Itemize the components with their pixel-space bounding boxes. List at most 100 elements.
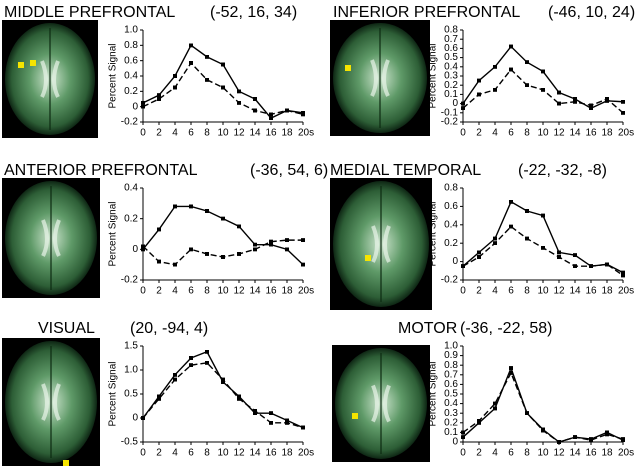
y-tick-label: 0.6 xyxy=(444,379,458,390)
y-tick-label: 0 xyxy=(452,256,458,267)
y-tick-label: 0.8 xyxy=(444,25,458,36)
x-tick-label: 0 xyxy=(140,128,146,139)
x-tick-label: 4 xyxy=(172,448,178,459)
brain-ventricle xyxy=(371,225,391,263)
x-tick-label: 20s xyxy=(298,128,314,139)
x-tick-label: 12 xyxy=(233,448,245,459)
x-tick-label: 12 xyxy=(553,128,565,139)
dashed-line xyxy=(461,370,625,444)
y-tick-label: 0.6 xyxy=(444,201,458,212)
x-tick-label: 2 xyxy=(476,448,482,459)
x-tick-label: 18 xyxy=(601,128,613,139)
x-tick-label: 18 xyxy=(281,448,293,459)
x-tick-label: 2 xyxy=(476,286,482,297)
x-tick-label: 2 xyxy=(156,448,162,459)
y-axis-label: Percent Signal xyxy=(428,361,439,426)
panel-title: INFERIOR PREFRONTAL xyxy=(333,4,520,21)
x-tick-label: 4 xyxy=(492,128,498,139)
y-tick-label: 0.2 xyxy=(124,86,138,97)
y-tick-label: 1.0 xyxy=(124,25,138,36)
x-tick-label: 2 xyxy=(476,128,482,139)
x-tick-label: 6 xyxy=(188,128,194,139)
x-tick-label: 6 xyxy=(508,448,514,459)
x-tick-label: 20s xyxy=(618,128,634,139)
y-tick-label: 0.8 xyxy=(444,360,458,371)
x-tick-label: 20s xyxy=(298,286,314,297)
y-axis-label: Percent Signal xyxy=(108,201,119,266)
y-tick-label: 0 xyxy=(132,101,138,112)
y-tick-label: -0.2 xyxy=(121,275,139,286)
y-tick-label: 0.6 xyxy=(444,43,458,54)
x-tick-label: 6 xyxy=(508,128,514,139)
x-tick-label: 8 xyxy=(204,128,210,139)
x-tick-label: 16 xyxy=(585,286,597,297)
y-tick-label: 0.2 xyxy=(444,238,458,249)
x-tick-label: 14 xyxy=(249,128,261,139)
roi-marker xyxy=(365,255,371,261)
y-tick-label: -0.2 xyxy=(441,275,459,286)
x-tick-label: 2 xyxy=(156,128,162,139)
panel-title: MIDDLE PREFRONTAL xyxy=(4,4,175,21)
dashed-line xyxy=(141,360,305,430)
x-tick-label: 6 xyxy=(188,448,194,459)
x-tick-label: 20s xyxy=(298,448,314,459)
x-tick-label: 10 xyxy=(537,128,549,139)
x-tick-label: 16 xyxy=(265,448,277,459)
roi-marker xyxy=(63,460,69,466)
x-tick-label: 12 xyxy=(553,448,565,459)
dashed-line xyxy=(461,67,625,115)
y-tick-label: 0.5 xyxy=(444,389,458,400)
x-tick-label: 4 xyxy=(172,128,178,139)
panel-coords: (-52, 16, 34) xyxy=(210,4,297,21)
panel-title: ANTERIOR PREFRONTAL xyxy=(4,162,198,179)
x-tick-label: 0 xyxy=(140,448,146,459)
panel-title: MOTOR xyxy=(398,320,457,337)
roi-marker xyxy=(30,60,36,66)
y-tick-label: 1.0 xyxy=(124,365,138,376)
panel-title: MEDIAL TEMPORAL xyxy=(330,162,481,179)
y-axis-label: Percent Signal xyxy=(108,43,119,108)
x-tick-label: 20s xyxy=(618,448,634,459)
panel-title: VISUAL xyxy=(38,320,95,337)
panel-coords: (-36, -22, 58) xyxy=(460,320,552,337)
brain-ventricle xyxy=(371,384,391,423)
x-tick-label: 2 xyxy=(156,286,162,297)
y-tick-label: -0.2 xyxy=(121,117,139,128)
roi-marker xyxy=(352,413,358,419)
x-tick-label: 10 xyxy=(537,286,549,297)
dashed-line xyxy=(141,238,305,267)
y-tick-label: 0.4 xyxy=(444,398,458,409)
x-tick-label: 18 xyxy=(281,286,293,297)
y-tick-label: 0.7 xyxy=(444,34,458,45)
roi-marker xyxy=(18,62,24,68)
x-tick-label: 12 xyxy=(233,286,245,297)
y-tick-label: 0 xyxy=(132,413,138,424)
x-tick-label: 6 xyxy=(508,286,514,297)
y-tick-label: 0.3 xyxy=(444,71,458,82)
y-tick-label: -0.5 xyxy=(121,437,139,448)
brain-ventricle xyxy=(41,383,61,421)
y-tick-label: 0 xyxy=(452,98,458,109)
y-tick-label: 0.4 xyxy=(124,183,138,194)
solid-line xyxy=(461,44,625,111)
panel-coords: (-22, -32, -8) xyxy=(518,162,607,179)
y-tick-label: 0.6 xyxy=(124,55,138,66)
x-tick-label: 10 xyxy=(217,128,229,139)
x-tick-label: 14 xyxy=(249,286,261,297)
x-tick-label: 0 xyxy=(460,286,466,297)
y-tick-label: 1.5 xyxy=(124,341,138,352)
x-tick-label: 18 xyxy=(281,128,293,139)
x-tick-label: 10 xyxy=(217,448,229,459)
x-tick-label: 16 xyxy=(265,128,277,139)
y-tick-label: 0.1 xyxy=(444,427,458,438)
y-tick-label: 0.1 xyxy=(444,89,458,100)
brain-ventricle xyxy=(40,60,60,98)
x-tick-label: 8 xyxy=(204,448,210,459)
x-tick-label: 4 xyxy=(172,286,178,297)
y-tick-label: 0.9 xyxy=(444,350,458,361)
y-tick-label: 0.2 xyxy=(444,417,458,428)
x-tick-label: 18 xyxy=(601,286,613,297)
panel-coords: (20, -94, 4) xyxy=(130,320,208,337)
x-tick-label: 14 xyxy=(569,128,581,139)
